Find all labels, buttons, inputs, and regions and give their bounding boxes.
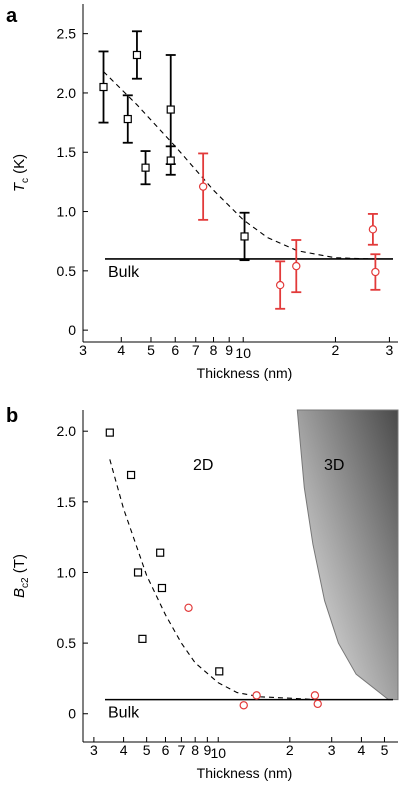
data-point-square — [166, 156, 175, 165]
x-axis-label: Thickness (nm) — [197, 365, 293, 381]
data-point-circle — [198, 182, 208, 191]
region-2d-label: 2D — [193, 457, 213, 474]
fit-curve — [109, 459, 317, 701]
data-point-circle — [184, 603, 193, 612]
y-tick-label: 1.5 — [57, 144, 77, 160]
data-point-square — [215, 667, 224, 676]
panel-a: a 0 0.5 1.0 1.5 2.0 2.5 3 4 5 6 7 8 9 10 2 3 Thickness (n… — [6, 4, 398, 381]
y-axis-label: Bc2 (T) — [11, 554, 31, 598]
x-tick-label: 2 — [286, 742, 294, 758]
y-tick-label: 0.5 — [57, 263, 77, 279]
fit-curve — [103, 71, 376, 260]
y-tick-label: 1.5 — [57, 494, 77, 510]
data-point-square — [99, 82, 108, 92]
y-tick-label: 1.0 — [57, 564, 77, 580]
x-tick-label: 10 — [210, 745, 226, 761]
y-axis-label: Tc (K) — [11, 154, 31, 192]
x-tick-label: 7 — [192, 342, 200, 358]
y-tick-label: 2.5 — [57, 26, 77, 42]
data-point-square — [132, 50, 142, 60]
region-3d-label: 3D — [324, 457, 344, 474]
x-tick-label: 2 — [332, 342, 340, 358]
data-point-circle — [239, 701, 248, 710]
x-tick-label: 7 — [177, 742, 185, 758]
panel-label-a: a — [6, 5, 18, 27]
data-point-square — [166, 105, 175, 114]
data-point-square — [156, 548, 165, 557]
x-tick-label: 8 — [210, 342, 218, 358]
data-point-square — [123, 114, 132, 124]
data-point-circle — [313, 699, 322, 709]
data-point-square — [105, 428, 114, 437]
data-point-square — [141, 163, 150, 172]
data-point-circle — [368, 225, 378, 234]
x-axis-label: Thickness (nm) — [197, 765, 293, 781]
x-tick-label: 6 — [171, 342, 179, 358]
data-point-square — [138, 634, 147, 643]
x-tick-label: 4 — [117, 342, 125, 358]
x-tick-label: 3 — [328, 742, 336, 758]
bulk-label: Bulk — [108, 264, 140, 281]
x-tick-label: 3 — [79, 342, 87, 358]
y-tick-label: 0.5 — [57, 635, 77, 651]
data-point-square — [157, 583, 167, 593]
x-tick-label: 5 — [143, 742, 151, 758]
x-tick-label: 4 — [358, 742, 366, 758]
data-point-circle — [275, 280, 285, 290]
data-point-square — [126, 470, 136, 480]
data-point-square — [133, 568, 143, 577]
x-tick-label: 4 — [120, 742, 128, 758]
bulk-label: Bulk — [108, 705, 140, 722]
x-tick-label: 8 — [191, 742, 199, 758]
data-point-circle — [371, 267, 380, 277]
panel-label-b: b — [6, 405, 18, 427]
data-point-circle — [252, 691, 261, 700]
y-tick-label: 0 — [68, 706, 76, 722]
x-tick-label: 3 — [386, 342, 394, 358]
y-tick-label: 2.0 — [57, 85, 77, 101]
x-tick-label: 10 — [235, 345, 251, 361]
x-tick-label: 6 — [162, 742, 170, 758]
y-tick-label: 0 — [68, 322, 76, 338]
x-tick-label: 9 — [203, 742, 211, 758]
y-tick-label: 2.0 — [57, 423, 77, 439]
x-tick-label: 3 — [90, 742, 98, 758]
x-tick-label: 9 — [225, 342, 233, 358]
data-point-square — [240, 232, 249, 241]
region-3d — [296, 409, 399, 701]
data-point-circle — [292, 261, 301, 271]
y-tick-label: 1.0 — [57, 204, 77, 220]
x-tick-label: 5 — [147, 342, 155, 358]
data-point-circle — [310, 691, 320, 700]
x-tick-label: 5 — [381, 742, 389, 758]
